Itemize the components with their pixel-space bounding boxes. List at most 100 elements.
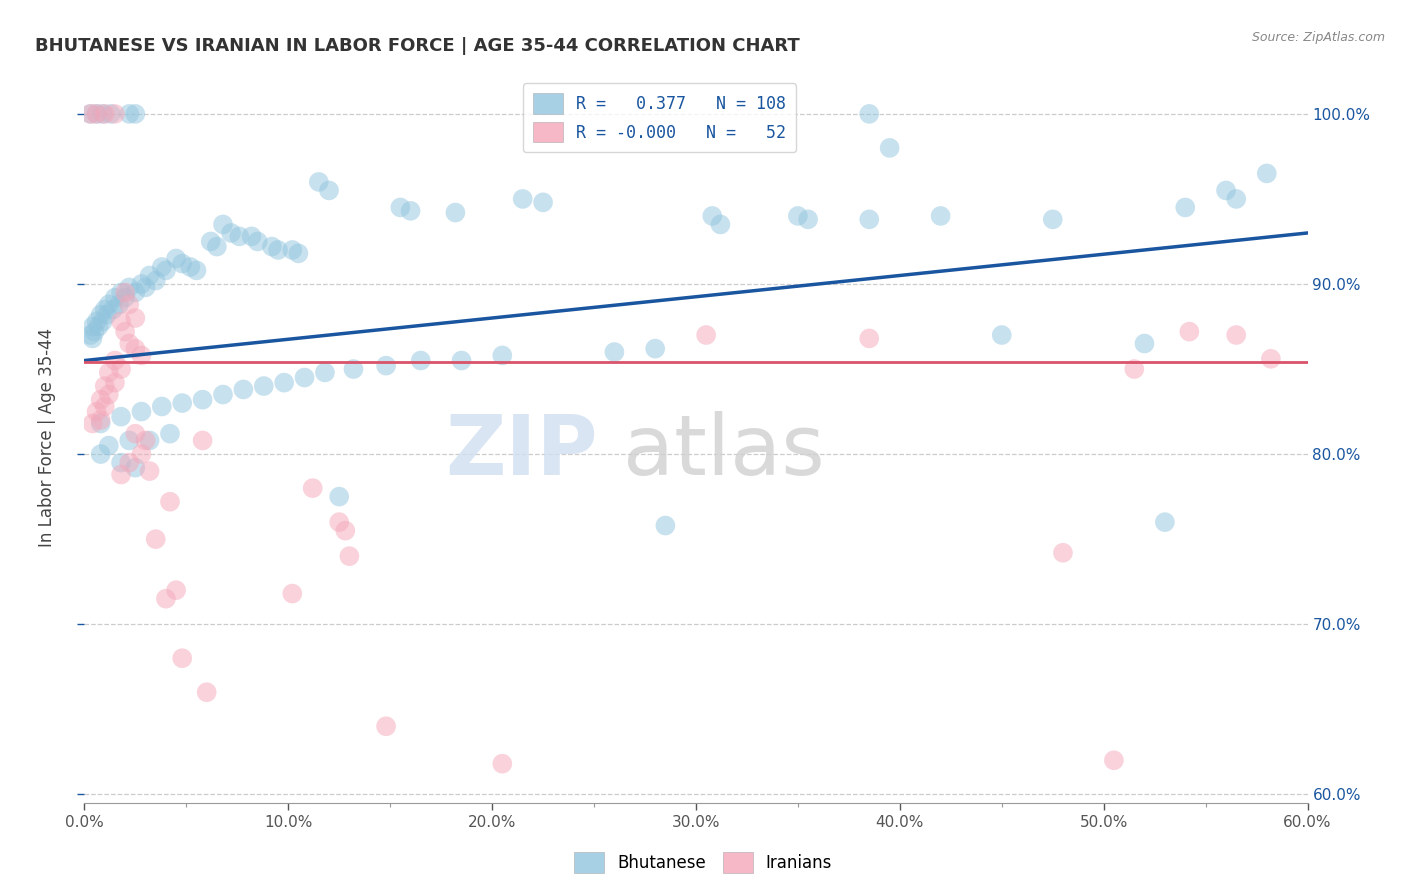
Point	[172, 396, 194, 410]
Point	[991, 328, 1014, 343]
Point	[124, 311, 146, 326]
Point	[104, 107, 127, 121]
Point	[1178, 325, 1201, 339]
Point	[114, 291, 136, 305]
Text: Source: ZipAtlas.com: Source: ZipAtlas.com	[1251, 31, 1385, 45]
Point	[124, 285, 146, 300]
Point	[695, 328, 717, 343]
Point	[335, 524, 357, 538]
Point	[879, 141, 901, 155]
Point	[787, 209, 810, 223]
Point	[328, 515, 350, 529]
Point	[1154, 515, 1177, 529]
Point	[110, 456, 132, 470]
Point	[83, 325, 105, 339]
Point	[1215, 183, 1237, 197]
Point	[118, 434, 141, 448]
Point	[179, 260, 201, 274]
Y-axis label: In Labor Force | Age 35-44: In Labor Force | Age 35-44	[38, 327, 56, 547]
Point	[491, 348, 513, 362]
Point	[93, 379, 115, 393]
Point	[131, 348, 153, 362]
Point	[79, 107, 101, 121]
Point	[93, 107, 115, 121]
Point	[399, 203, 422, 218]
Point	[150, 400, 173, 414]
Point	[97, 439, 120, 453]
Point	[79, 328, 101, 343]
Point	[159, 494, 181, 508]
Point	[165, 252, 187, 266]
Point	[172, 651, 194, 665]
Text: atlas: atlas	[623, 411, 824, 492]
Point	[114, 285, 136, 300]
Point	[118, 280, 141, 294]
Point	[858, 212, 880, 227]
Point	[858, 331, 880, 345]
Point	[96, 308, 118, 322]
Point	[200, 235, 222, 249]
Point	[389, 201, 412, 215]
Point	[1256, 166, 1278, 180]
Point	[145, 274, 167, 288]
Point	[1225, 328, 1247, 343]
Point	[301, 481, 323, 495]
Point	[328, 490, 350, 504]
Point	[110, 409, 132, 424]
Point	[314, 366, 336, 380]
Point	[135, 434, 157, 448]
Point	[219, 226, 242, 240]
Point	[118, 456, 141, 470]
Point	[260, 239, 283, 253]
Point	[104, 376, 127, 390]
Point	[273, 376, 295, 390]
Point	[159, 426, 181, 441]
Point	[90, 447, 112, 461]
Point	[287, 246, 309, 260]
Point	[82, 417, 104, 431]
Text: BHUTANESE VS IRANIAN IN LABOR FORCE | AGE 35-44 CORRELATION CHART: BHUTANESE VS IRANIAN IN LABOR FORCE | AG…	[35, 37, 800, 54]
Point	[110, 362, 132, 376]
Point	[91, 107, 114, 121]
Point	[114, 325, 136, 339]
Point	[342, 362, 364, 376]
Point	[797, 212, 820, 227]
Point	[191, 434, 214, 448]
Point	[118, 336, 141, 351]
Point	[90, 392, 112, 407]
Point	[281, 586, 304, 600]
Point	[87, 319, 110, 334]
Point	[97, 387, 120, 401]
Point	[1225, 192, 1247, 206]
Point	[82, 319, 104, 334]
Point	[444, 205, 467, 219]
Point	[1123, 362, 1146, 376]
Point	[118, 107, 141, 121]
Point	[138, 268, 160, 283]
Point	[186, 263, 208, 277]
Point	[110, 467, 132, 482]
Point	[90, 308, 112, 322]
Point	[124, 107, 146, 121]
Point	[654, 518, 676, 533]
Point	[246, 235, 269, 249]
Point	[108, 297, 131, 311]
Point	[79, 107, 101, 121]
Point	[100, 107, 122, 121]
Point	[86, 314, 108, 328]
Point	[375, 719, 398, 733]
Point	[267, 243, 290, 257]
Point	[118, 297, 141, 311]
Point	[308, 175, 330, 189]
Point	[253, 379, 276, 393]
Legend: R =   0.377   N = 108, R = -0.000   N =   52: R = 0.377 N = 108, R = -0.000 N = 52	[523, 83, 796, 153]
Point	[91, 314, 114, 328]
Point	[97, 297, 120, 311]
Point	[155, 263, 177, 277]
Point	[450, 353, 472, 368]
Point	[131, 404, 153, 418]
Point	[90, 413, 112, 427]
Point	[124, 426, 146, 441]
Point	[1260, 351, 1282, 366]
Point	[531, 195, 554, 210]
